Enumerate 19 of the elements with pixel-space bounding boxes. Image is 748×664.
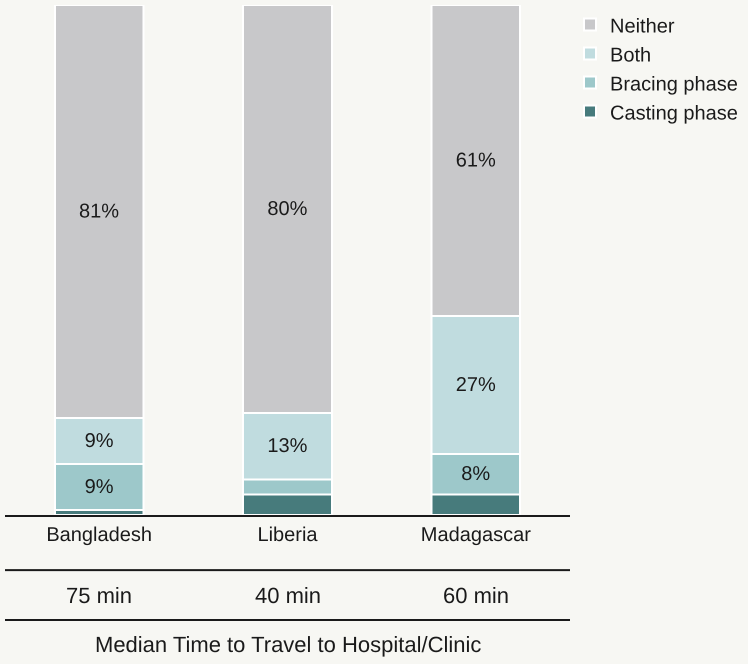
x-tick-label: Liberia [257, 524, 318, 546]
data-label: 9% [84, 476, 114, 498]
data-label: 8% [461, 463, 490, 486]
data-label: 81% [79, 200, 120, 223]
text: Median Time to Travel to Hospital/Clinic [95, 632, 482, 657]
legend-label: Both [610, 44, 652, 66]
data-label: 9% [84, 430, 114, 452]
text: 40 min [255, 583, 322, 608]
legend-label: Casting phase [610, 102, 738, 124]
legend-label: Neither [610, 15, 675, 38]
data-label: 13% [267, 435, 308, 458]
x-tick-label: Bangladesh [46, 524, 152, 546]
data-label: 27% [456, 374, 496, 396]
data-label: 61% [456, 150, 496, 172]
text: 60 min [443, 583, 510, 608]
x-tick-label: Madagascar [420, 524, 532, 546]
legend-label: Bracing phase [610, 73, 738, 96]
text: 75 min [66, 583, 132, 608]
data-label: 80% [267, 198, 308, 220]
